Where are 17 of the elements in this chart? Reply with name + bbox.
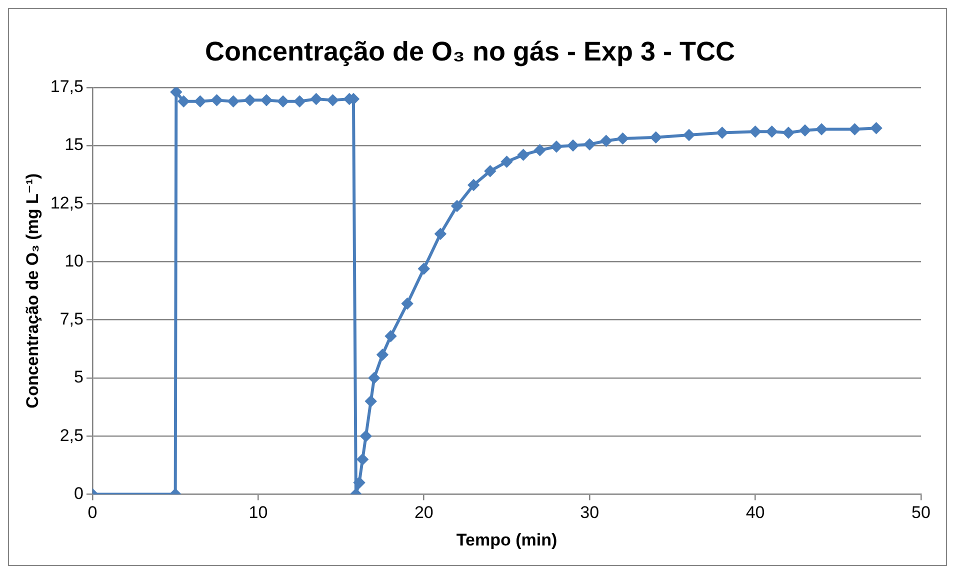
y-tick-label: 0 (74, 484, 84, 503)
y-tick-label: 7,5 (60, 310, 84, 329)
y-tick-label: 2,5 (60, 426, 84, 445)
y-tick-label: 12,5 (50, 193, 84, 212)
x-tick-label: 10 (248, 503, 268, 522)
x-axis-title: Tempo (min) (456, 530, 558, 550)
x-tick-label: 50 (912, 503, 930, 522)
y-tick-label: 10 (64, 251, 84, 270)
y-tick-label: 17,5 (50, 77, 84, 96)
y-tick-label: 5 (74, 368, 84, 387)
chart-title: Concentração de O₃ no gás - Exp 3 - TCC (204, 36, 736, 67)
y-axis-title: Concentração de O₃ (mg L⁻¹) (22, 173, 42, 408)
y-tick-label: 15 (64, 135, 84, 154)
x-tick-label: 20 (414, 503, 434, 522)
x-tick-label: 30 (580, 503, 600, 522)
x-tick-label: 40 (746, 503, 765, 522)
x-tick-label: 0 (88, 503, 98, 522)
